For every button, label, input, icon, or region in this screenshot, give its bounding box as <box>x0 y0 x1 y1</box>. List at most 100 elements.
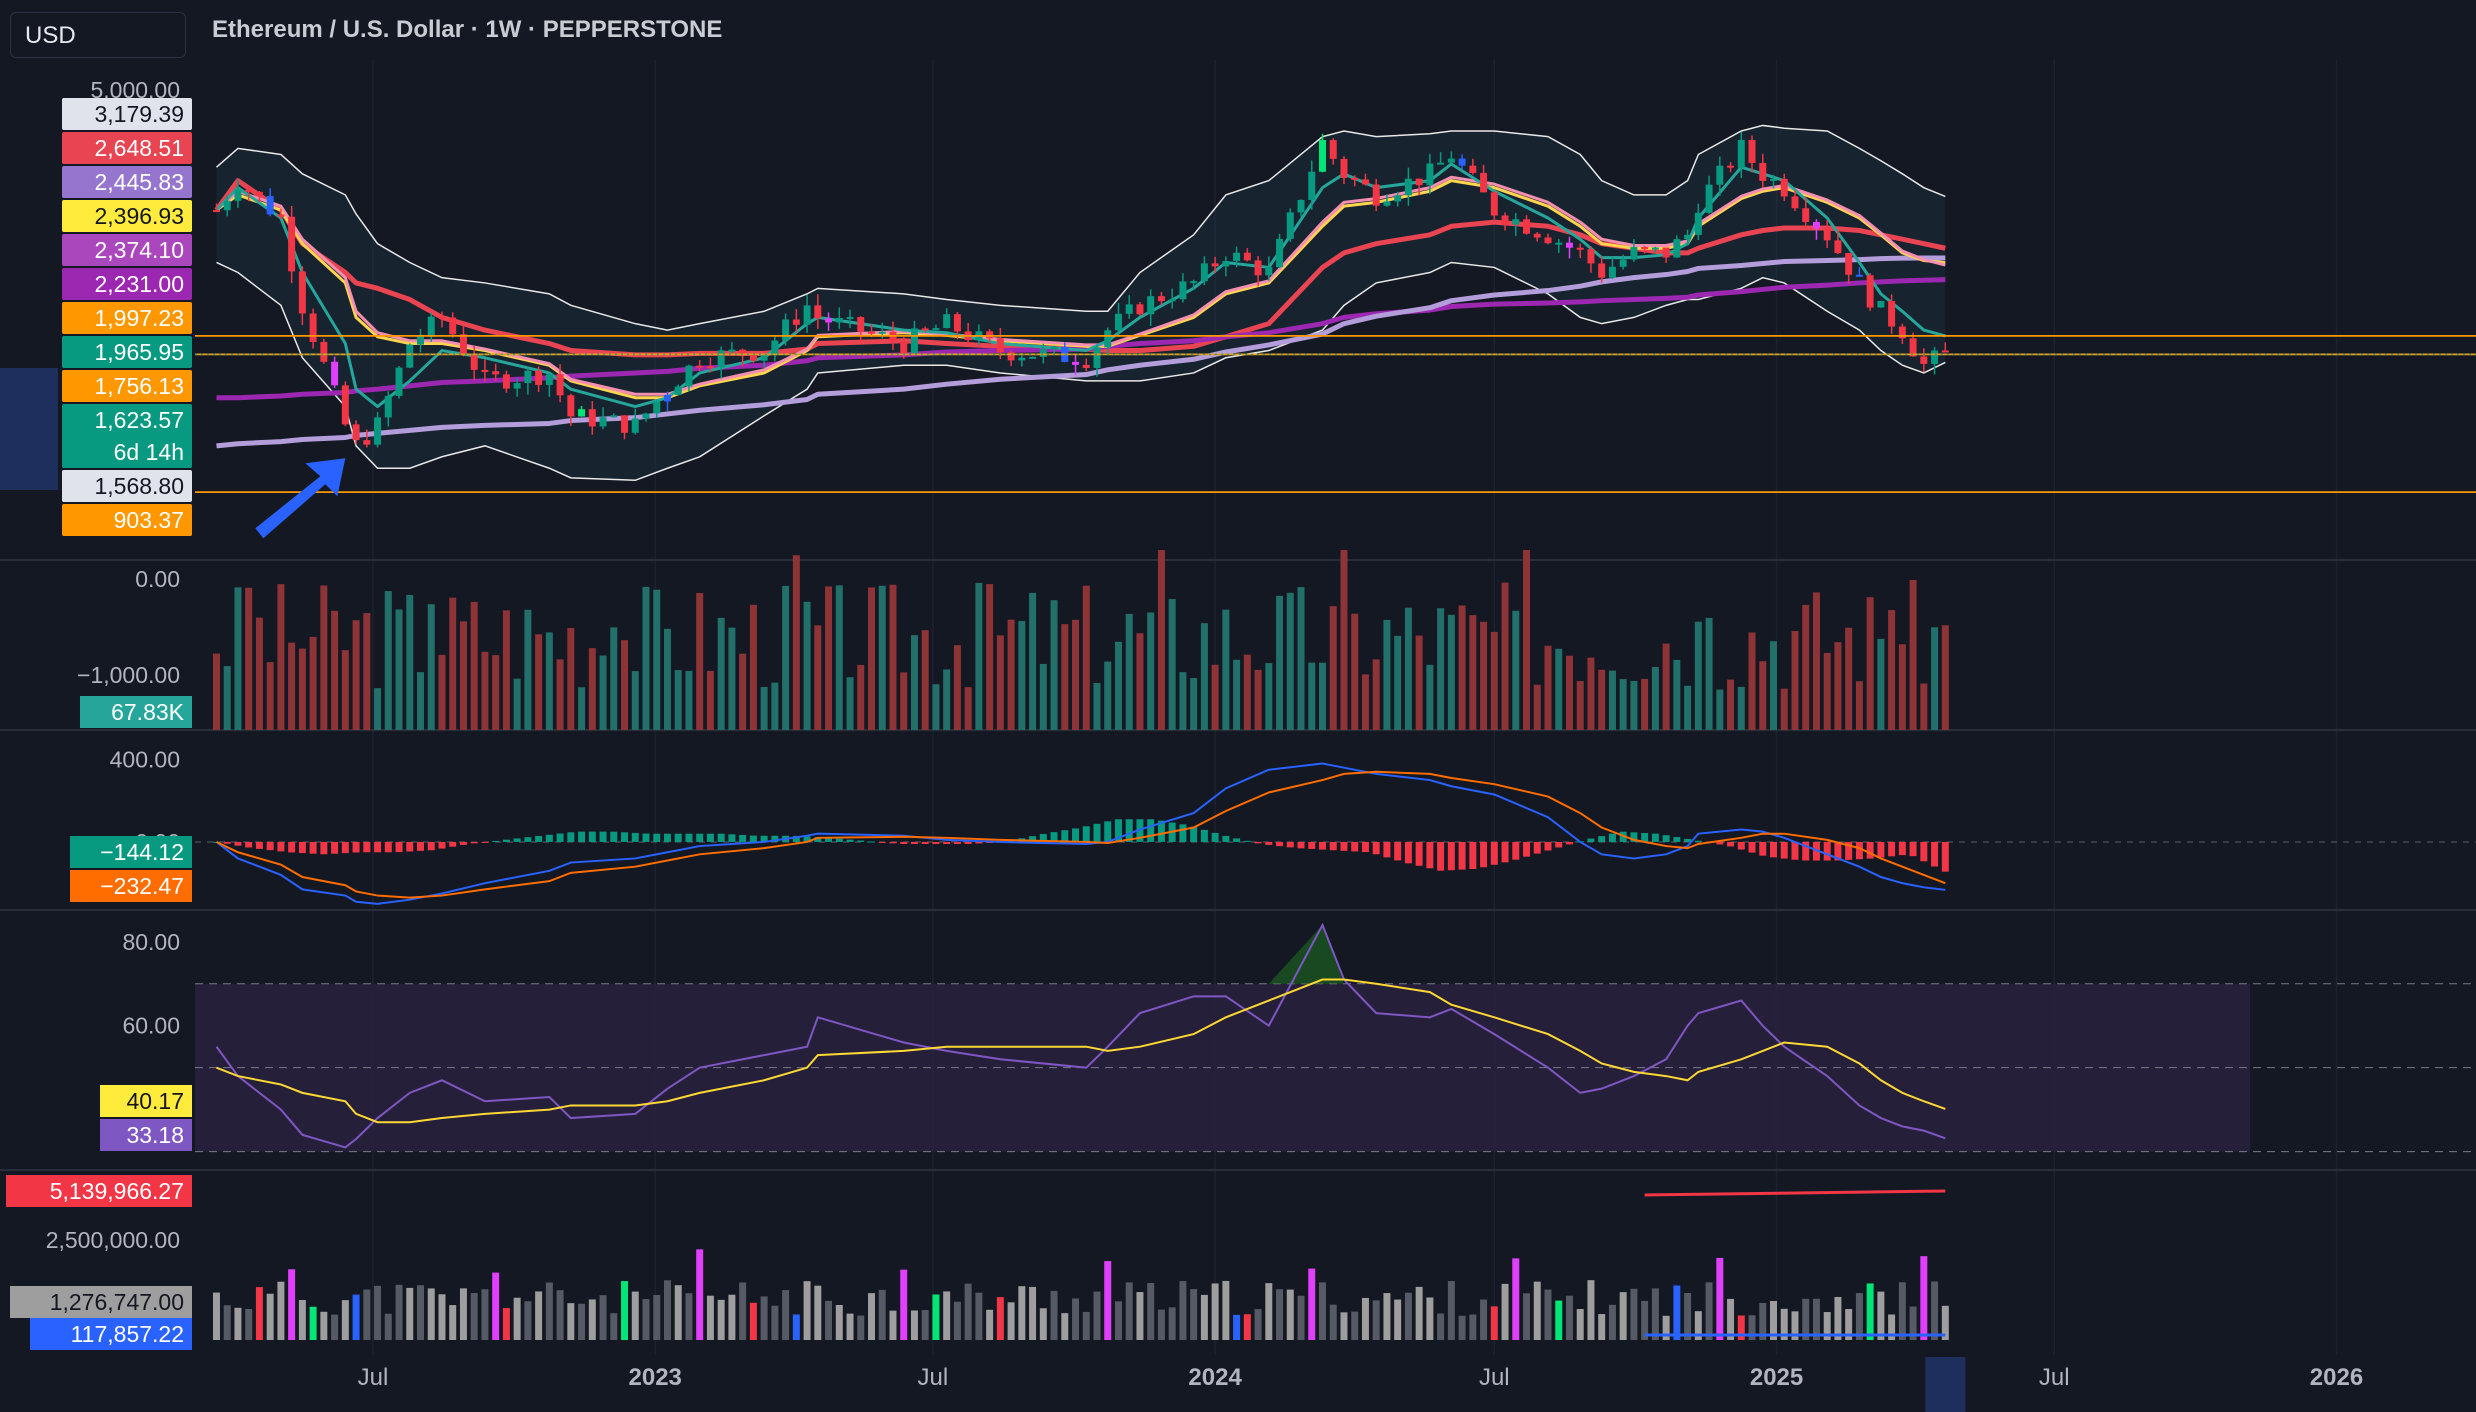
time-axis[interactable]: Jul 2023 Jul 2024 Jul 2025 Jul 2026 <box>358 1357 2364 1412</box>
candle-body <box>792 319 800 325</box>
flow-bar <box>1587 657 1595 730</box>
flow-bar <box>277 584 285 730</box>
flow-bar <box>1426 664 1434 730</box>
candle-body <box>631 418 639 433</box>
volume-bar <box>943 1291 951 1340</box>
volume-bar <box>363 1289 371 1340</box>
macd-histogram-bar <box>352 841 360 853</box>
candle-body <box>502 374 510 389</box>
volume-bar <box>696 1249 704 1340</box>
candle-body <box>1823 228 1831 241</box>
flow-bar <box>1802 604 1810 730</box>
volume-bar <box>1007 1302 1015 1340</box>
macd-histogram-bar <box>1523 841 1531 857</box>
price-label-bg <box>62 404 192 468</box>
candle-body <box>288 216 296 272</box>
volume-bar <box>1404 1292 1412 1340</box>
annotation-arrow[interactable] <box>255 458 346 539</box>
candle-body <box>234 189 242 201</box>
macd-histogram-bar <box>663 833 671 842</box>
macd-histogram-bar <box>1340 841 1348 851</box>
candle-body <box>1791 196 1799 209</box>
price-label: 1,965.95 <box>62 336 192 368</box>
flow-bar <box>492 655 500 730</box>
rsi-pane[interactable]: 80.00 60.00 40.17 33.18 <box>100 922 2476 1153</box>
volume-bar <box>599 1295 607 1340</box>
price-label-text: 1,623.57 <box>94 407 184 433</box>
macd-histogram-bar <box>1490 841 1498 865</box>
candle-body <box>1641 247 1649 250</box>
currency-selector[interactable]: USD <box>10 12 186 58</box>
flow-bar <box>374 688 382 730</box>
price-pane[interactable] <box>195 124 2476 539</box>
moving-average-line <box>216 277 1946 401</box>
candle-body <box>1523 219 1531 234</box>
macd-pane[interactable]: 400.000.00−144.12−232.47 <box>70 746 2476 905</box>
volume-bar <box>1351 1311 1359 1340</box>
macd-value-label-bg <box>70 870 192 902</box>
candle-body <box>1082 364 1090 368</box>
price-label-text: 903.37 <box>114 507 184 533</box>
candle-body <box>417 336 424 345</box>
volume-bar <box>1877 1291 1885 1340</box>
price-axis[interactable]: 5,000.003,179.392,648.512,445.832,396.93… <box>0 77 192 536</box>
price-label: 1,997.23 <box>62 302 192 334</box>
macd-histogram-bar <box>298 841 306 854</box>
macd-histogram-bar <box>1297 841 1305 849</box>
volume-bar <box>814 1285 822 1340</box>
candle-body <box>728 349 736 352</box>
macd-histogram-bar <box>1855 841 1863 860</box>
flow-pane[interactable]: 0.00 −1,000.00 67.83K <box>77 550 1949 730</box>
flow-bar <box>996 635 1004 730</box>
macd-histogram-bar <box>1104 821 1112 842</box>
price-label: 2,648.51 <box>62 132 192 164</box>
candle-body <box>1834 240 1842 254</box>
flow-bar <box>1200 623 1208 730</box>
time-tick-label: 2026 <box>2310 1364 2363 1391</box>
flow-bar <box>868 587 875 730</box>
flow-bar <box>406 594 414 730</box>
macd-histogram-bar <box>1544 841 1552 851</box>
macd-histogram-bar <box>1222 835 1230 842</box>
candle-body <box>1147 296 1155 315</box>
volume-bar <box>792 1314 800 1340</box>
price-label-bg <box>62 132 192 164</box>
flow-bar <box>1394 635 1402 730</box>
flow-bar <box>1136 633 1144 730</box>
volume-bar <box>298 1299 306 1340</box>
flow-bar <box>341 650 349 730</box>
macd-histogram-bar <box>1673 837 1681 842</box>
macd-histogram-bar <box>545 834 553 842</box>
candle-body <box>1190 281 1198 284</box>
candle-body <box>1576 247 1584 250</box>
candle-body <box>1812 221 1820 229</box>
flow-bar <box>1125 613 1133 730</box>
candle-body <box>739 349 747 356</box>
moving-average-line <box>216 255 1946 449</box>
flow-bar <box>631 671 639 730</box>
flow-bar <box>846 677 854 730</box>
flow-bar <box>298 648 306 730</box>
volume-value-label: 5,139,966.27 <box>50 1178 184 1204</box>
candle-body <box>1104 330 1112 348</box>
flow-bar <box>266 662 274 730</box>
volume-bar <box>1780 1308 1788 1340</box>
flow-bar <box>1082 585 1090 730</box>
flow-bar <box>1447 614 1455 730</box>
volume-bar <box>771 1305 779 1340</box>
volume-pane[interactable]: 2,500,000.00 5,139,966.27 1,276,747.00 117,… <box>6 1175 1949 1350</box>
macd-histogram-bar <box>1759 841 1767 856</box>
price-label: 903.37 <box>62 504 192 536</box>
bollinger-fill <box>216 125 1946 481</box>
volume-bar <box>1136 1292 1144 1340</box>
volume-bar <box>1415 1286 1423 1340</box>
volume-bar <box>438 1294 446 1340</box>
candle-body <box>449 317 457 335</box>
candle-body <box>1458 158 1466 166</box>
volume-bar <box>921 1310 929 1340</box>
flow-bar <box>621 640 629 730</box>
candle-body <box>1265 267 1273 276</box>
volume-bar <box>1061 1313 1069 1340</box>
